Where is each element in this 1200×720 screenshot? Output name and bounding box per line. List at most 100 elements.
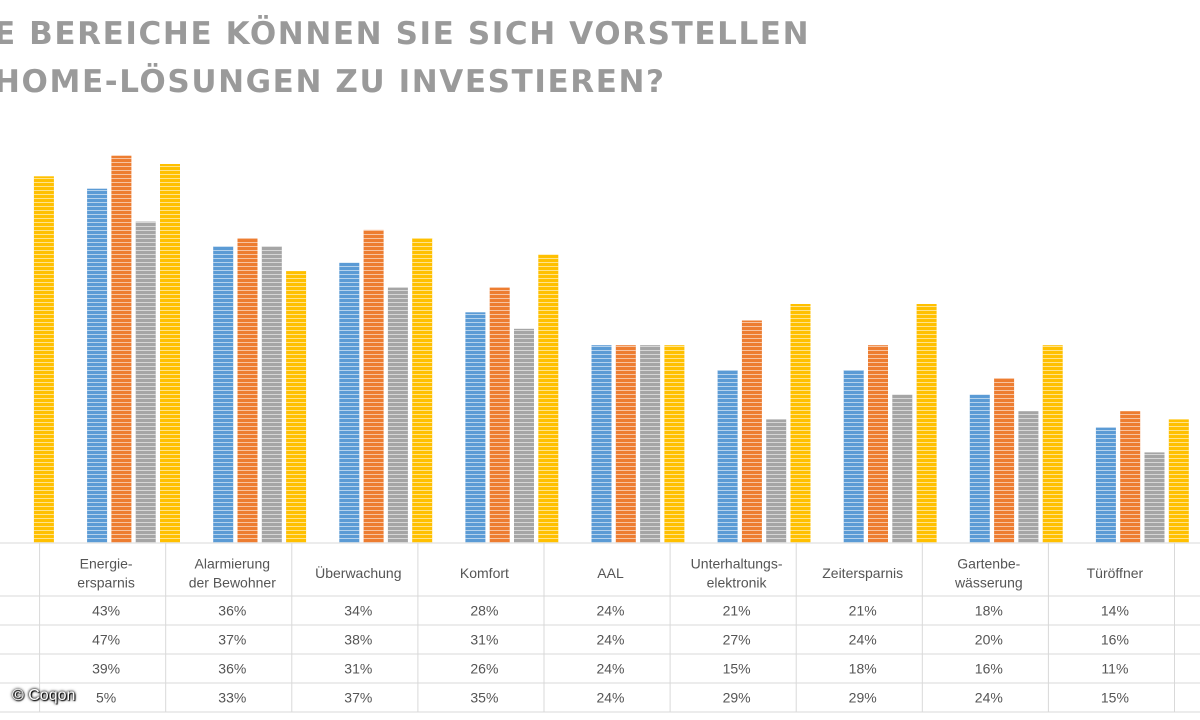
bar-texture bbox=[868, 345, 888, 543]
bar-texture bbox=[160, 164, 180, 543]
bar-texture bbox=[135, 221, 156, 543]
category-label-line: wässerung bbox=[954, 575, 1023, 591]
chart-title-line-1: E BEREICHE KÖNNEN SIE SICH VORSTELLEN bbox=[0, 16, 811, 52]
data-label: 43% bbox=[92, 603, 120, 619]
data-label: 28% bbox=[470, 603, 498, 619]
bar-texture bbox=[843, 370, 864, 543]
bar-texture bbox=[1095, 427, 1116, 543]
data-label: 24% bbox=[849, 632, 877, 648]
data-label: 29% bbox=[723, 690, 751, 706]
bar-texture bbox=[237, 238, 258, 543]
category-label-line: elektronik bbox=[707, 575, 768, 591]
category-label: Gartenbe-wässerung bbox=[954, 556, 1023, 591]
bar-texture bbox=[916, 304, 937, 543]
category-label-line: Energie- bbox=[80, 556, 133, 572]
bar-texture bbox=[489, 287, 510, 543]
bar-texture bbox=[766, 419, 787, 543]
category-label-line: ersparnis bbox=[77, 575, 135, 591]
bar-texture bbox=[213, 246, 234, 543]
category-label: Zeitersparnis bbox=[822, 565, 903, 581]
data-label: 26% bbox=[470, 661, 498, 677]
data-label: 5% bbox=[96, 690, 116, 706]
category-label: Alarmierung der Bewohner bbox=[189, 556, 277, 591]
data-label: 24% bbox=[596, 603, 624, 619]
copyright-watermark: © Coqon bbox=[12, 687, 76, 704]
category-label-line: Zeitersparnis bbox=[822, 565, 903, 581]
bar-texture bbox=[339, 262, 360, 543]
category-label: AAL bbox=[597, 565, 624, 581]
bar-texture bbox=[286, 271, 307, 543]
bar-texture bbox=[387, 287, 408, 543]
data-label: 15% bbox=[723, 661, 751, 677]
category-label-line: AAL bbox=[597, 565, 624, 581]
data-label: 24% bbox=[975, 690, 1003, 706]
bar-texture bbox=[615, 345, 636, 543]
bar-texture bbox=[412, 238, 433, 543]
data-label: 47% bbox=[92, 632, 120, 648]
category-label-line: Unterhaltungs- bbox=[691, 556, 783, 572]
bar-texture bbox=[790, 304, 811, 543]
data-label: 16% bbox=[1101, 632, 1129, 648]
data-label: 16% bbox=[975, 661, 1003, 677]
data-label: 36% bbox=[218, 603, 246, 619]
bar-texture bbox=[1018, 411, 1039, 543]
data-label: 24% bbox=[596, 632, 624, 648]
data-label: 20% bbox=[975, 632, 1003, 648]
bar-group bbox=[33, 155, 1189, 544]
data-label: 38% bbox=[344, 632, 372, 648]
bar-texture bbox=[994, 378, 1015, 543]
data-label: 27% bbox=[723, 632, 751, 648]
data-label: 29% bbox=[849, 690, 877, 706]
data-label: 36% bbox=[218, 661, 246, 677]
bar-texture bbox=[1120, 411, 1141, 543]
data-label: 37% bbox=[344, 690, 372, 706]
bar-texture bbox=[465, 312, 486, 543]
data-label: 24% bbox=[596, 690, 624, 706]
category-label: Energie-ersparnis bbox=[77, 556, 135, 591]
data-label: 14% bbox=[1101, 603, 1129, 619]
data-label: 21% bbox=[849, 603, 877, 619]
data-label: 35% bbox=[470, 690, 498, 706]
bar-texture bbox=[538, 254, 559, 543]
category-label-line: der Bewohner bbox=[189, 575, 277, 591]
data-label: 31% bbox=[470, 632, 498, 648]
bar-texture bbox=[33, 176, 54, 544]
bar-texture bbox=[1144, 452, 1165, 543]
data-label: 11% bbox=[1101, 661, 1128, 677]
data-label: 18% bbox=[975, 603, 1003, 619]
data-label: 31% bbox=[344, 661, 372, 677]
bar-texture bbox=[1168, 419, 1189, 543]
category-label-line: Türöffner bbox=[1087, 565, 1144, 581]
category-label: Unterhaltungs-elektronik bbox=[691, 556, 783, 591]
data-label: 34% bbox=[344, 603, 372, 619]
data-label: 24% bbox=[596, 661, 624, 677]
chart-title: E BEREICHE KÖNNEN SIE SICH VORSTELLEN HO… bbox=[0, 10, 810, 106]
bar-texture bbox=[717, 370, 738, 543]
bar-texture bbox=[741, 320, 762, 543]
category-label: Türöffner bbox=[1087, 565, 1144, 581]
bar-texture bbox=[969, 394, 990, 543]
bar-texture bbox=[514, 328, 534, 543]
category-label-line: Komfort bbox=[460, 565, 509, 581]
category-label-line: Alarmierung bbox=[195, 556, 270, 572]
data-label: 33% bbox=[218, 690, 246, 706]
bar-texture bbox=[261, 246, 282, 543]
category-label-line: Überwachung bbox=[315, 564, 401, 581]
bar-texture bbox=[664, 345, 685, 543]
category-label: Überwachung bbox=[315, 564, 401, 581]
bar-texture bbox=[591, 345, 612, 543]
chart-title-line-2: HOME-LÖSUNGEN ZU INVESTIEREN? bbox=[0, 64, 666, 100]
bar-texture bbox=[640, 345, 661, 543]
data-label: 39% bbox=[92, 661, 120, 677]
bar-texture bbox=[1042, 345, 1063, 543]
data-label: 21% bbox=[723, 603, 751, 619]
bar-texture bbox=[363, 229, 384, 543]
category-label: Komfort bbox=[460, 565, 509, 581]
data-label: 37% bbox=[218, 632, 246, 648]
category-label-line: Gartenbe- bbox=[957, 556, 1020, 572]
bar-texture bbox=[111, 155, 132, 543]
bar-texture bbox=[892, 394, 913, 543]
data-label: 15% bbox=[1101, 690, 1129, 706]
